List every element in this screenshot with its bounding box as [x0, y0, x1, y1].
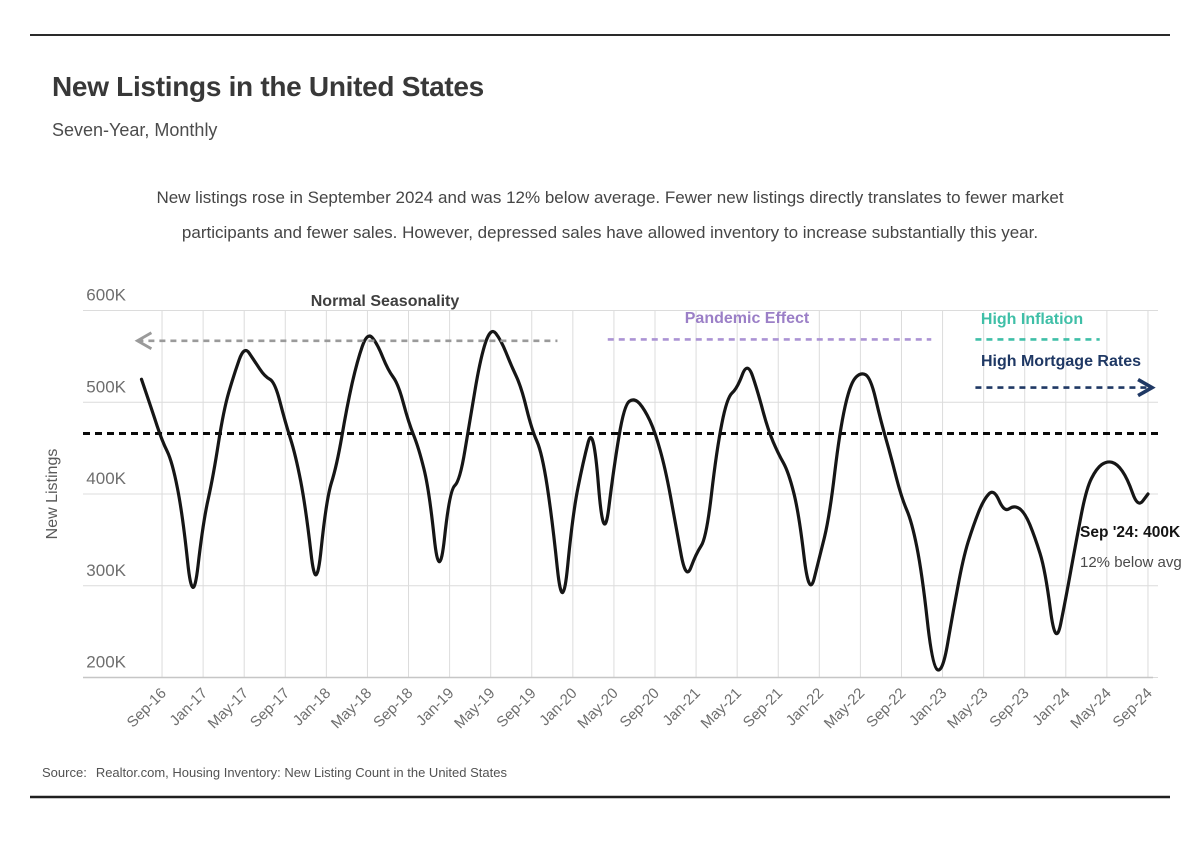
- source-text: Realtor.com, Housing Inventory: New List…: [96, 765, 508, 780]
- x-tick-label: Jan-18: [290, 685, 334, 729]
- x-tick-label: Jan-22: [783, 685, 827, 729]
- y-tick-label: 200K: [86, 653, 126, 672]
- gridlines: [83, 310, 1158, 679]
- page-subtitle: Seven-Year, Monthly: [52, 120, 217, 140]
- x-tick-label: Sep-17: [247, 685, 293, 731]
- x-tick-label: Sep-18: [370, 685, 416, 731]
- y-tick-label: 400K: [86, 469, 126, 488]
- x-tick-label: May-23: [944, 685, 991, 732]
- x-tick-label: May-20: [574, 685, 621, 732]
- x-tick-label: Sep-22: [863, 685, 909, 731]
- x-tick-label: May-21: [698, 685, 745, 732]
- callout-value: Sep '24: 400K: [1080, 524, 1181, 541]
- x-tick-label: Jan-23: [906, 685, 950, 729]
- annotation-lines: [134, 331, 1156, 398]
- high-mortgage-rates-arrowhead-icon: [1137, 378, 1156, 398]
- x-tick-label: Jan-19: [413, 685, 457, 729]
- x-tick-label: Sep-20: [617, 685, 663, 731]
- x-tick-label: Jan-17: [166, 685, 210, 729]
- normal-seasonality-arrowhead-icon: [134, 331, 153, 350]
- x-tick-label: Jan-24: [1029, 685, 1073, 729]
- y-axis-labels: 200K 300K 400K 500K 600K: [86, 286, 126, 672]
- series-layer: [139, 329, 1150, 672]
- source-label: Source:: [42, 765, 87, 780]
- x-tick-label: May-19: [451, 685, 498, 732]
- x-axis-labels: Sep-16Jan-17May-17Sep-17Jan-18May-18Sep-…: [124, 685, 1156, 732]
- annotation-normal-seasonality: Normal Seasonality: [311, 293, 460, 310]
- description-line-2: participants and fewer sales. However, d…: [182, 223, 1038, 242]
- new-listings-series-line: [139, 329, 1150, 672]
- y-tick-label: 500K: [86, 377, 126, 396]
- x-tick-label: Sep-24: [1110, 685, 1156, 731]
- annotation-high-mortgage-rates: High Mortgage Rates: [981, 353, 1141, 370]
- x-tick-label: Jan-21: [659, 685, 703, 729]
- page-title: New Listings in the United States: [52, 71, 484, 102]
- callout-note: 12% below avg: [1080, 554, 1182, 571]
- x-tick-label: May-18: [328, 685, 375, 732]
- x-tick-label: Sep-23: [986, 685, 1032, 731]
- x-tick-label: Sep-19: [493, 685, 539, 731]
- annotation-pandemic-effect: Pandemic Effect: [685, 310, 810, 327]
- x-tick-label: May-17: [205, 685, 252, 732]
- x-tick-label: May-22: [821, 685, 868, 732]
- y-tick-label: 600K: [86, 286, 126, 305]
- x-tick-label: Sep-21: [740, 685, 786, 731]
- y-tick-label: 300K: [86, 561, 126, 580]
- x-tick-label: May-24: [1067, 685, 1114, 732]
- annotation-high-inflation: High Inflation: [981, 311, 1083, 328]
- x-tick-label: Sep-16: [124, 685, 170, 731]
- source-line: Source: Realtor.com, Housing Inventory: N…: [42, 765, 507, 780]
- description-line-1: New listings rose in September 2024 and …: [156, 188, 1063, 207]
- x-tick-label: Jan-20: [536, 685, 580, 729]
- y-axis-title: New Listings: [44, 449, 61, 540]
